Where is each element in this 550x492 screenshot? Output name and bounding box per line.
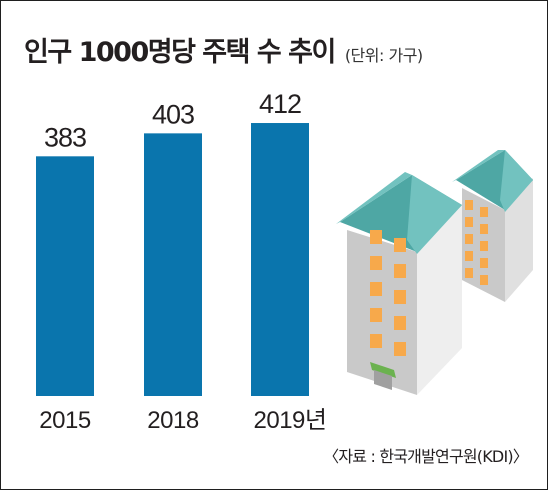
source-note: 〈자료 : 한국개발연구원(KDI)〉 [323, 447, 529, 466]
value-label: 403 [152, 99, 194, 129]
bar-2015 [36, 156, 94, 396]
value-label: 383 [44, 122, 86, 152]
title-row: 인구 1000명당 주택 수 추이 (단위: 가구) [24, 30, 423, 69]
category-label: 2015 [39, 407, 91, 434]
value-label: 412 [259, 89, 301, 119]
category-label: 2018 [147, 407, 199, 434]
back-building [452, 150, 533, 302]
category-label: 2019년 [254, 407, 327, 434]
front-building [336, 172, 462, 395]
unit-label: (단위: 가구) [344, 46, 423, 65]
bars-layer: 383 2015 403 2018 412 2019년 [36, 89, 327, 434]
apartment-building-icon [336, 150, 533, 395]
bar-2019년 [251, 123, 309, 397]
bar-2018 [144, 133, 202, 396]
chart-title: 인구 1000명당 주택 수 추이 [24, 37, 336, 68]
